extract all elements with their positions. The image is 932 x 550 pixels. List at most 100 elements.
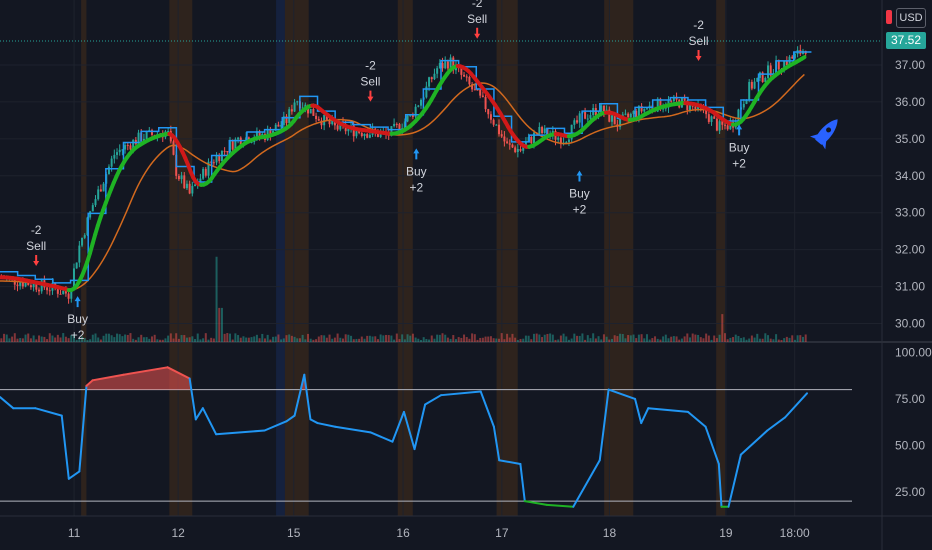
candle-body	[250, 141, 253, 143]
volume-bar	[159, 339, 162, 342]
candle-body	[433, 73, 436, 80]
candle-body	[231, 141, 234, 150]
volume-bar	[401, 334, 404, 342]
volume-bar	[635, 338, 638, 342]
candle-body	[627, 113, 630, 118]
volume-bar	[468, 338, 471, 342]
volume-bar	[745, 339, 748, 342]
candle-body	[379, 132, 382, 137]
candle-body	[559, 137, 562, 145]
candle-body	[530, 137, 533, 144]
candle-body	[586, 118, 589, 120]
time-tick-label: 18	[603, 526, 617, 540]
volume-bar	[441, 333, 444, 342]
indicator-lines	[0, 51, 812, 293]
volume-bar	[312, 339, 315, 342]
volume-bar	[153, 334, 156, 342]
candle-body	[83, 235, 86, 238]
volume-bar	[164, 338, 167, 342]
volume-bar	[463, 334, 466, 342]
volume-bar	[282, 338, 285, 342]
sell-signal-amount: -2	[365, 59, 376, 73]
candle-body	[177, 175, 180, 180]
volume-bar	[237, 335, 240, 342]
volume-bar	[543, 334, 546, 342]
oscillator-tick-label: 25.00	[895, 485, 925, 499]
volume-bar	[772, 339, 775, 342]
candle-body	[38, 289, 41, 292]
volume-bar	[479, 337, 482, 342]
candle-body	[656, 98, 659, 112]
volume-bar	[258, 338, 261, 342]
volume-bar	[589, 338, 592, 342]
volume-bar	[105, 333, 108, 342]
candle-body	[185, 183, 188, 189]
session-band	[276, 0, 285, 516]
volume-bar	[62, 333, 65, 342]
price-tick-label: 33.00	[895, 206, 925, 220]
volume-bar	[551, 334, 554, 342]
candle-body	[745, 100, 748, 104]
volume-bar	[0, 338, 3, 342]
trade-signals: -2 Sell Buy +2 -2 Sell Buy +2 -2 Sell Buy +2 -2 Sell B…	[26, 0, 749, 342]
candle-body	[446, 61, 449, 69]
volume-bar	[500, 333, 503, 342]
candle-body	[75, 262, 78, 269]
buy-signal-label: Buy	[569, 187, 590, 201]
volume-bar	[726, 339, 729, 342]
candle-body	[584, 112, 587, 119]
volume-bar	[761, 338, 764, 342]
volume-bar	[140, 334, 143, 342]
candle-body	[683, 98, 686, 101]
candle-body	[602, 105, 605, 114]
volume-bar	[121, 336, 124, 342]
currency-button[interactable]: USD	[896, 8, 926, 28]
volume-bar	[223, 333, 226, 342]
candle-body	[280, 124, 283, 127]
candle-body	[659, 98, 662, 110]
time-tick-label: 15	[287, 526, 301, 540]
volume-bar	[116, 333, 119, 342]
candle-body	[608, 109, 611, 122]
volume-bar	[683, 336, 686, 342]
volume-bar	[514, 337, 517, 342]
candle-body	[613, 115, 616, 125]
volume-bar	[89, 339, 92, 342]
volume-bar	[699, 337, 702, 342]
candle-body	[522, 147, 525, 151]
volume-bar	[567, 339, 570, 342]
candle-body	[137, 132, 140, 145]
volume-bar	[519, 338, 522, 342]
candle-body	[452, 57, 455, 71]
volume-bar	[530, 339, 533, 342]
candle-body	[686, 100, 689, 111]
candle-body	[191, 185, 194, 194]
candle-body	[624, 113, 627, 115]
volume-bar	[489, 336, 492, 342]
volume-bar	[785, 336, 788, 342]
volume-bar	[449, 338, 452, 342]
candle-body	[567, 139, 570, 143]
candle-body	[645, 108, 648, 110]
volume-bar	[428, 339, 431, 342]
buy-arrow-icon	[736, 124, 743, 136]
candle-body	[417, 105, 420, 107]
volume-bar	[83, 337, 86, 342]
volume-bar	[664, 334, 667, 342]
volume-bar	[409, 335, 412, 342]
volume-bar	[336, 333, 339, 342]
oscillator-line-segment	[67, 470, 81, 480]
volume-bar	[212, 338, 215, 342]
volume-bar	[498, 338, 501, 342]
volume-bar	[366, 335, 369, 342]
volume-bar	[586, 335, 589, 342]
candle-body	[110, 158, 113, 167]
oscillator-line-segment	[85, 379, 94, 387]
volume-bar	[675, 336, 678, 342]
volume-bar	[659, 339, 662, 342]
candle-body	[325, 115, 328, 120]
candle-body	[481, 95, 484, 97]
sell-signal-label: Sell	[26, 239, 46, 253]
